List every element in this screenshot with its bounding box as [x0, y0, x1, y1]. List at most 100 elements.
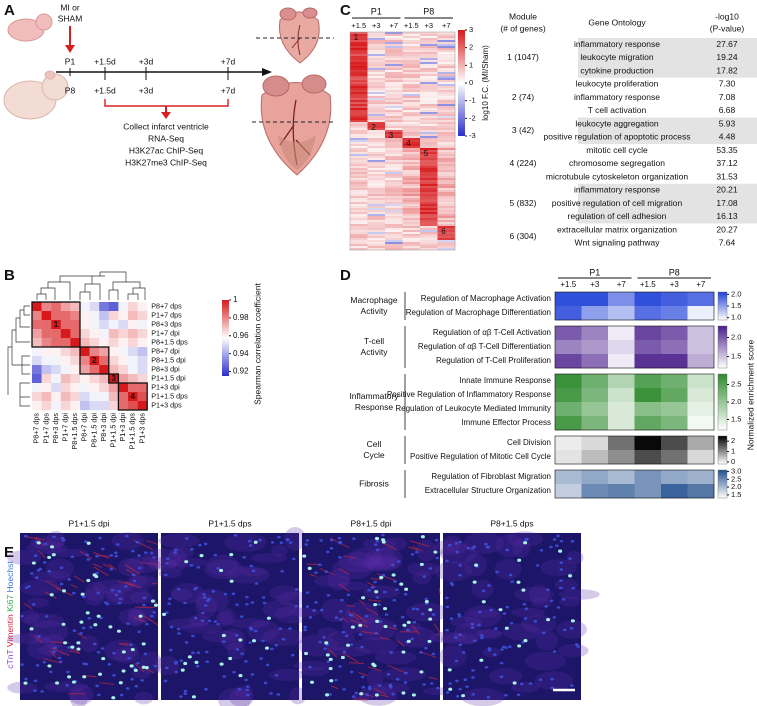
tissue-glow	[429, 631, 468, 643]
heatmap-stripe	[420, 78, 438, 81]
nucleus	[454, 542, 459, 545]
heatmap-stripe	[350, 226, 368, 229]
nucleus	[392, 624, 397, 628]
table-term: cytokine production	[580, 65, 654, 75]
heatmap-stripe	[402, 158, 421, 161]
heatmap-stripe	[420, 60, 438, 63]
nucleus	[561, 598, 566, 601]
heatmap-stripe	[437, 40, 456, 43]
heatmap-stripe	[385, 162, 403, 165]
group-label: Cycle	[363, 450, 385, 460]
ki67-nucleus	[63, 641, 68, 645]
heatmap-stripe	[402, 62, 421, 65]
nucleus	[395, 588, 399, 591]
heatmap-cell	[581, 354, 609, 369]
vimentin-fiber	[26, 536, 45, 541]
heatmap-cell	[118, 374, 129, 384]
heatmap-stripe	[402, 104, 421, 107]
heatmap-stripe	[420, 70, 438, 73]
heatmap-stripe	[402, 230, 421, 233]
heatmap-stripe	[437, 132, 456, 135]
nucleus	[384, 613, 389, 616]
treatment-label: MI or	[60, 2, 80, 12]
column-label: +1.5	[351, 21, 366, 30]
heatmap-stripe	[367, 238, 386, 241]
heatmap-cell	[51, 383, 61, 393]
heatmap-stripe	[420, 42, 438, 45]
nucleus	[414, 550, 419, 554]
tissue-glow	[118, 608, 146, 626]
tissue-glow	[218, 608, 236, 626]
heatmap-stripe	[367, 94, 386, 97]
nucleus	[204, 604, 208, 607]
nucleus	[131, 549, 135, 553]
heatmap-cell	[661, 416, 688, 431]
heatmap-stripe	[437, 116, 456, 119]
heatmap-stripe	[367, 68, 386, 71]
nucleus	[291, 557, 296, 561]
row-label: Regulation of Macrophage Activation	[421, 294, 551, 303]
heatmap-stripe	[437, 204, 456, 207]
heatmap-stripe	[437, 170, 456, 173]
nucleus	[81, 626, 86, 630]
heatmap-stripe	[350, 192, 368, 195]
heatmap-stripe	[402, 128, 421, 131]
nucleus	[365, 693, 369, 697]
heatmap-stripe	[437, 104, 456, 107]
nucleus	[114, 593, 119, 597]
nucleus	[58, 660, 63, 664]
heatmap-stripe	[420, 48, 438, 51]
column-label: P1+7 dpi	[61, 413, 70, 442]
heatmap-stripe	[437, 174, 456, 177]
ki67-nucleus	[568, 574, 573, 578]
column-label: P8+3 dpi	[99, 413, 108, 442]
heatmap-stripe	[420, 96, 438, 99]
nucleus	[195, 664, 200, 668]
nucleus	[510, 580, 514, 583]
nucleus	[538, 678, 543, 682]
heatmap-cell	[80, 329, 90, 339]
nucleus	[202, 596, 207, 600]
nucleus	[549, 545, 553, 549]
heatmap-stripe	[420, 148, 438, 151]
ki67-nucleus	[138, 614, 143, 618]
heatmap-stripe	[350, 246, 368, 249]
heatmap-stripe	[367, 74, 386, 77]
heatmap-cell	[60, 401, 71, 411]
heatmap-stripe	[367, 86, 386, 89]
ki67-nucleus	[85, 611, 90, 615]
heatmap-stripe	[402, 120, 421, 123]
nucleus	[445, 559, 449, 563]
heatmap-stripe	[385, 244, 403, 247]
nucleus	[552, 650, 557, 653]
heatmap-stripe	[385, 248, 403, 251]
heatmap-stripe	[350, 154, 368, 157]
heatmap-cell	[128, 356, 138, 366]
tissue-glow	[434, 561, 473, 582]
heatmap-stripe	[437, 154, 456, 157]
heatmap-stripe	[420, 32, 438, 35]
nucleus	[429, 682, 434, 685]
nucleus	[445, 596, 449, 600]
heatmap-stripe	[420, 206, 438, 209]
heatmap-stripe	[350, 220, 368, 223]
colorbar-title: log10 F.C. (MI/Sham)	[481, 45, 490, 121]
heatmap-cell	[137, 329, 148, 339]
tissue-glow	[203, 559, 245, 580]
heatmap-stripe	[437, 58, 456, 61]
heatmap-stripe	[402, 44, 421, 47]
nucleus	[216, 622, 220, 626]
heatmap-stripe	[350, 132, 368, 135]
heatmap-stripe	[420, 232, 438, 235]
heatmap-stripe	[402, 86, 421, 89]
heatmap-stripe	[385, 118, 403, 121]
column-label: +3	[670, 280, 680, 289]
nucleus	[213, 620, 218, 623]
nucleus	[281, 637, 286, 641]
vimentin-fiber	[73, 575, 85, 583]
heatmap-stripe	[385, 56, 403, 59]
heatmap-stripe	[420, 50, 438, 53]
heatmap-stripe	[367, 248, 386, 251]
heatmap-stripe	[420, 208, 438, 211]
nucleus	[458, 540, 462, 544]
